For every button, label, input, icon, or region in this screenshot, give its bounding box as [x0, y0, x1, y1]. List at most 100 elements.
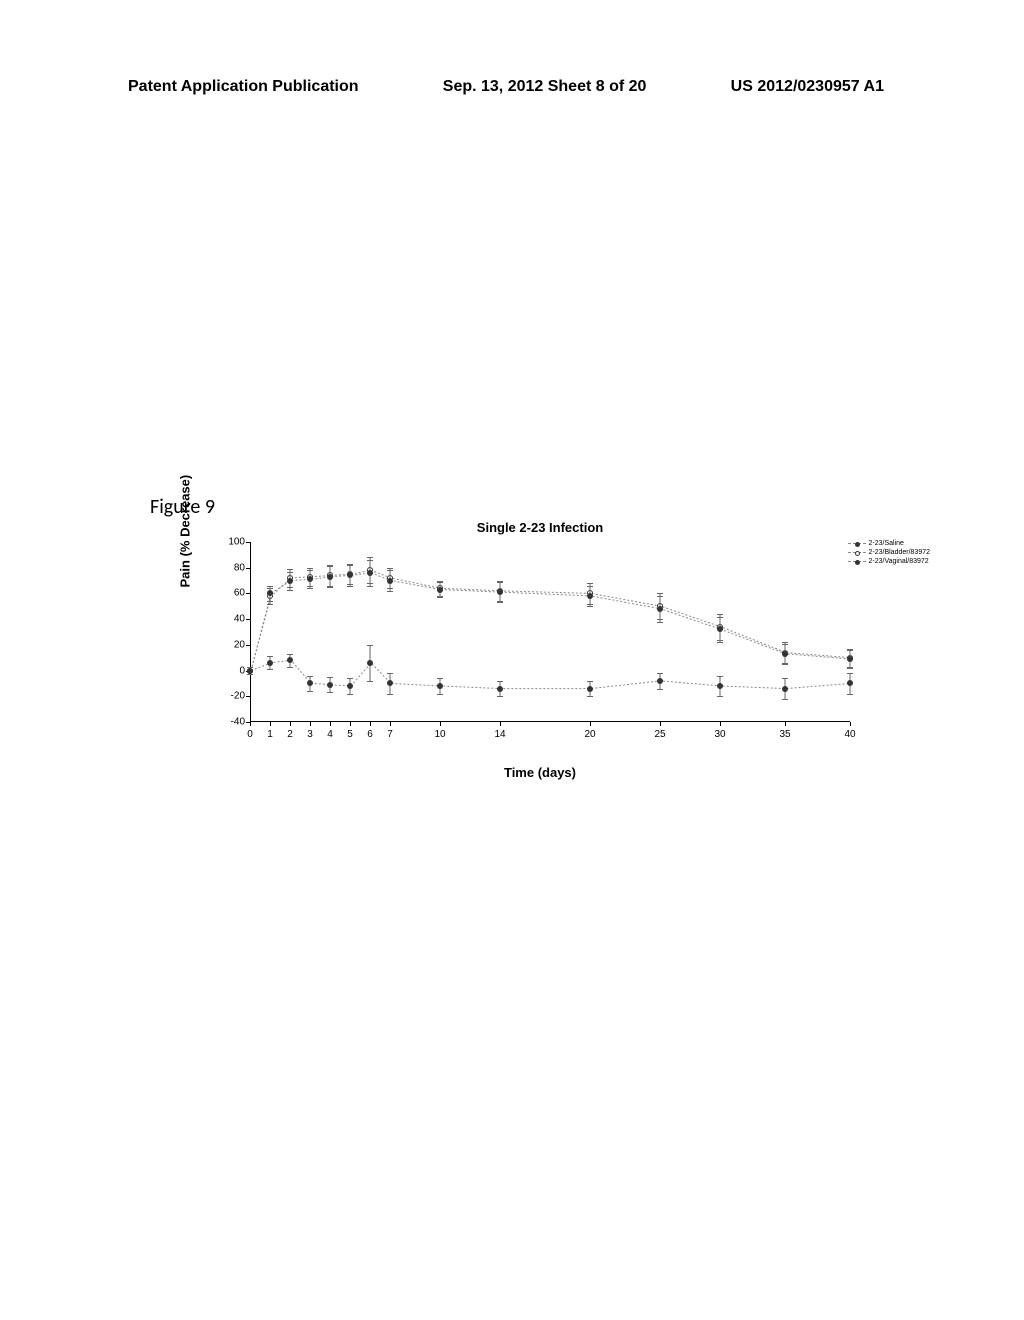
legend-item: 2-23/Saline: [848, 540, 931, 547]
x-tick: [270, 722, 271, 726]
y-tick: [246, 593, 250, 594]
series-line: [251, 570, 851, 670]
chart-legend: 2-23/Saline 2-23/Bladder/83972 2-23/Vagi…: [848, 540, 931, 567]
error-cap: [387, 568, 393, 569]
series-line: [251, 573, 851, 671]
error-cap: [367, 681, 373, 682]
error-cap: [287, 572, 293, 573]
x-tick: [785, 722, 786, 726]
x-tick-label: 3: [307, 729, 313, 740]
data-point: [717, 626, 723, 632]
error-cap: [267, 669, 273, 670]
error-cap: [657, 593, 663, 594]
page-header: Patent Application Publication Sep. 13, …: [0, 78, 1024, 96]
error-cap: [497, 602, 503, 603]
error-cap: [587, 583, 593, 584]
data-point: [367, 570, 373, 576]
error-cap: [587, 606, 593, 607]
data-point: [327, 682, 333, 688]
error-cap: [307, 568, 313, 569]
error-cap: [307, 676, 313, 677]
error-cap: [437, 597, 443, 598]
error-cap: [587, 681, 593, 682]
y-tick-label: 20: [220, 639, 245, 650]
data-point: [267, 590, 273, 596]
y-tick-label: 40: [220, 614, 245, 625]
x-tick-label: 2: [287, 729, 293, 740]
legend-label: 2-23/Bladder/83972: [869, 549, 931, 556]
error-cap: [847, 673, 853, 674]
data-point: [347, 572, 353, 578]
plot-area: [250, 542, 850, 722]
x-tick: [370, 722, 371, 726]
error-cap: [782, 644, 788, 645]
y-tick: [246, 542, 250, 543]
data-point: [267, 660, 273, 666]
error-cap: [367, 586, 373, 587]
y-tick-label: 60: [220, 588, 245, 599]
data-point: [847, 680, 853, 686]
error-cap: [587, 586, 593, 587]
legend-label: 2-23/Vaginal/83972: [869, 558, 929, 565]
error-cap: [327, 677, 333, 678]
error-cap: [387, 570, 393, 571]
data-point: [307, 680, 313, 686]
error-cap: [267, 601, 273, 602]
x-tick: [720, 722, 721, 726]
x-tick: [290, 722, 291, 726]
x-tick: [330, 722, 331, 726]
y-tick: [246, 645, 250, 646]
data-point: [587, 686, 593, 692]
x-tick-label: 25: [654, 729, 665, 740]
data-point: [437, 683, 443, 689]
x-tick: [390, 722, 391, 726]
x-tick: [440, 722, 441, 726]
y-tick-label: -40: [220, 717, 245, 728]
error-cap: [367, 560, 373, 561]
error-cap: [347, 694, 353, 695]
y-tick-label: -20: [220, 691, 245, 702]
error-cap: [267, 586, 273, 587]
data-point: [437, 587, 443, 593]
error-cap: [347, 678, 353, 679]
x-tick: [350, 722, 351, 726]
y-tick-label: 0: [220, 665, 245, 676]
data-point: [387, 680, 393, 686]
x-axis-label: Time (days): [190, 765, 890, 780]
chart-lines: [251, 542, 851, 722]
legend-item: 2-23/Bladder/83972: [848, 549, 931, 556]
error-cap: [287, 654, 293, 655]
x-tick-label: 10: [434, 729, 445, 740]
data-point: [657, 678, 663, 684]
error-cap: [367, 557, 373, 558]
data-point: [347, 683, 353, 689]
x-tick: [850, 722, 851, 726]
data-point: [847, 656, 853, 662]
error-cap: [437, 582, 443, 583]
header-right: US 2012/0230957 A1: [731, 78, 884, 96]
data-point: [367, 660, 373, 666]
error-cap: [387, 694, 393, 695]
data-point: [247, 668, 253, 674]
x-tick: [310, 722, 311, 726]
legend-item: 2-23/Vaginal/83972: [848, 558, 931, 565]
error-cap: [267, 604, 273, 605]
error-cap: [307, 588, 313, 589]
x-tick: [590, 722, 591, 726]
data-point: [327, 574, 333, 580]
header-left: Patent Application Publication: [128, 78, 359, 96]
x-tick: [500, 722, 501, 726]
error-cap: [717, 676, 723, 677]
x-tick-label: 1: [267, 729, 273, 740]
error-cap: [497, 696, 503, 697]
error-cap: [347, 586, 353, 587]
x-tick: [250, 722, 251, 726]
y-tick: [246, 696, 250, 697]
data-point: [497, 686, 503, 692]
y-tick: [246, 568, 250, 569]
error-cap: [717, 642, 723, 643]
error-cap: [307, 691, 313, 692]
error-cap: [782, 678, 788, 679]
y-tick: [246, 619, 250, 620]
data-point: [387, 578, 393, 584]
